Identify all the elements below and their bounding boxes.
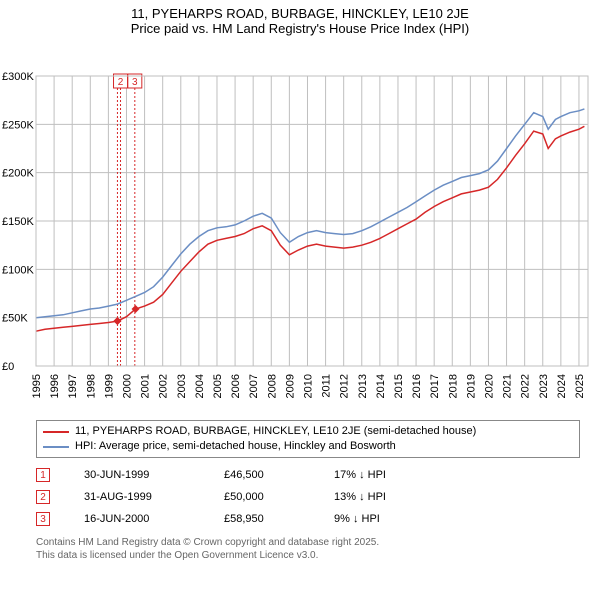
svg-text:2006: 2006 [230,374,242,398]
svg-text:2019: 2019 [465,374,477,398]
svg-text:2014: 2014 [375,374,387,398]
footer-line: This data is licensed under the Open Gov… [36,549,580,562]
svg-text:2007: 2007 [248,374,260,398]
svg-text:2010: 2010 [302,374,314,398]
svg-text:2022: 2022 [520,374,532,398]
svg-text:2016: 2016 [411,374,423,398]
svg-text:2021: 2021 [502,374,514,398]
svg-text:2001: 2001 [140,374,152,398]
svg-text:2020: 2020 [483,374,495,398]
chart-subtitle: Price paid vs. HM Land Registry's House … [0,21,600,36]
legend-label: HPI: Average price, semi-detached house,… [75,439,396,454]
svg-text:£150K: £150K [2,216,34,228]
svg-text:1997: 1997 [67,374,79,398]
sale-delta: 9% ↓ HPI [334,513,454,525]
legend-swatch-blue [43,446,69,448]
svg-text:2005: 2005 [212,374,224,398]
svg-text:2025: 2025 [574,374,586,398]
svg-text:£250K: £250K [2,119,34,131]
sale-marker-badge: 3 [36,512,50,526]
svg-text:2002: 2002 [158,374,170,398]
svg-text:3: 3 [132,77,138,88]
svg-text:2013: 2013 [357,374,369,398]
svg-text:£300K: £300K [2,71,34,83]
sale-price: £50,000 [224,491,334,503]
sale-delta: 17% ↓ HPI [334,469,454,481]
legend-swatch-red [43,431,69,433]
footer: Contains HM Land Registry data © Crown c… [36,536,580,562]
svg-text:2004: 2004 [194,374,206,398]
sale-marker-badge: 2 [36,490,50,504]
svg-text:1998: 1998 [85,374,97,398]
svg-text:2023: 2023 [538,374,550,398]
svg-text:£0: £0 [2,361,14,373]
svg-text:1995: 1995 [31,374,43,398]
table-row: 1 30-JUN-1999 £46,500 17% ↓ HPI [36,464,580,486]
svg-text:2008: 2008 [266,374,278,398]
sale-price: £58,950 [224,513,334,525]
legend-label: 11, PYEHARPS ROAD, BURBAGE, HINCKLEY, LE… [75,424,476,439]
chart-svg: £0 £50K £100K £150K £200K £250K £300K 1995 1996 1… [0,36,600,416]
svg-text:2015: 2015 [393,374,405,398]
sale-date: 31-AUG-1999 [84,491,224,503]
svg-text:£50K: £50K [2,313,28,325]
svg-text:2011: 2011 [321,374,333,398]
svg-text:2: 2 [118,77,124,88]
sale-marker-badge: 1 [36,468,50,482]
sale-price: £46,500 [224,469,334,481]
legend-item: HPI: Average price, semi-detached house,… [43,439,573,454]
svg-text:2024: 2024 [556,374,568,398]
svg-text:£100K: £100K [2,264,34,276]
table-row: 3 16-JUN-2000 £58,950 9% ↓ HPI [36,508,580,530]
svg-text:2003: 2003 [176,374,188,398]
svg-text:2017: 2017 [429,374,441,398]
svg-text:1996: 1996 [49,374,61,398]
svg-text:2000: 2000 [121,374,133,398]
sales-table: 1 30-JUN-1999 £46,500 17% ↓ HPI 2 31-AUG… [36,464,580,530]
svg-text:2018: 2018 [447,374,459,398]
legend-item: 11, PYEHARPS ROAD, BURBAGE, HINCKLEY, LE… [43,424,573,439]
svg-text:2009: 2009 [284,374,296,398]
chart-area: £0 £50K £100K £150K £200K £250K £300K 1995 1996 1… [0,36,600,416]
chart-title: 11, PYEHARPS ROAD, BURBAGE, HINCKLEY, LE… [0,0,600,21]
svg-text:1999: 1999 [103,374,115,398]
svg-text:2012: 2012 [339,374,351,398]
sale-date: 16-JUN-2000 [84,513,224,525]
legend: 11, PYEHARPS ROAD, BURBAGE, HINCKLEY, LE… [36,420,580,458]
table-row: 2 31-AUG-1999 £50,000 13% ↓ HPI [36,486,580,508]
sale-delta: 13% ↓ HPI [334,491,454,503]
footer-line: Contains HM Land Registry data © Crown c… [36,536,580,549]
svg-text:£200K: £200K [2,168,34,180]
sale-date: 30-JUN-1999 [84,469,224,481]
